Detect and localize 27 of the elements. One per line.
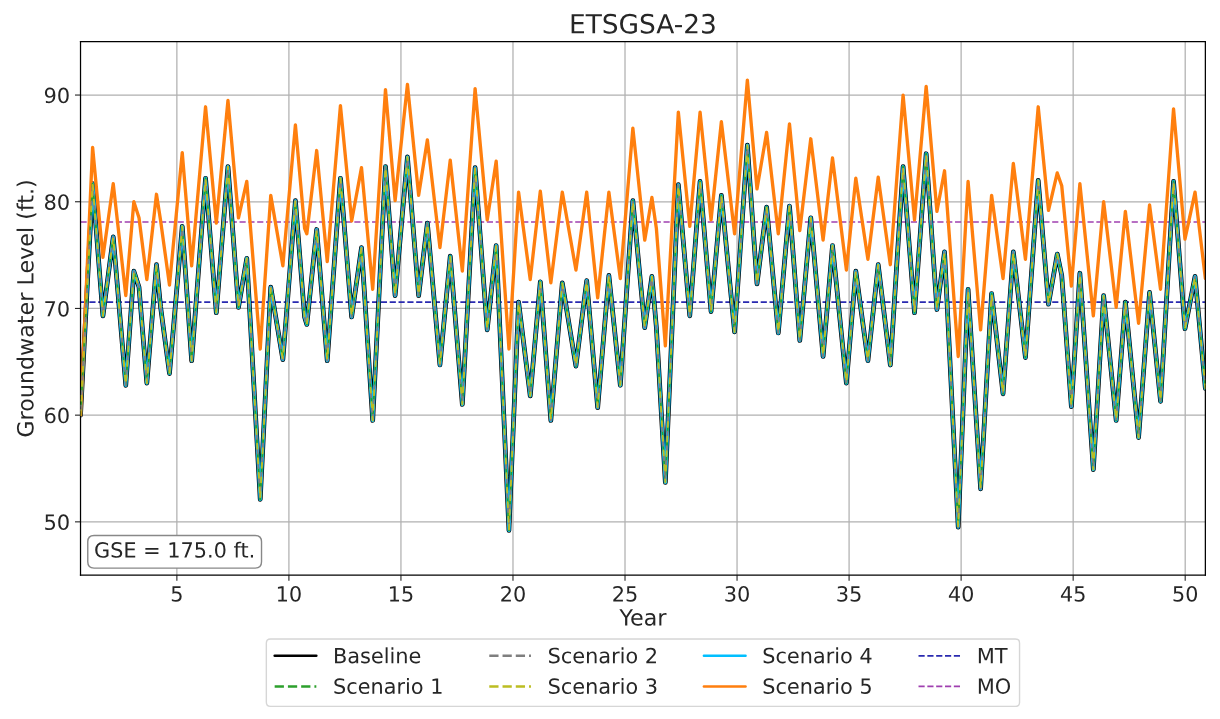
x-axis-title: Year <box>619 609 667 626</box>
y-tick-label: 90 <box>44 87 69 104</box>
legend-label: Scenario 4 <box>763 647 872 664</box>
y-tick-label: 70 <box>45 300 69 317</box>
legend-label: MT <box>978 647 1008 664</box>
y-axis-title: Groundwater Level (ft.) <box>16 181 37 437</box>
x-tick-label: 15 <box>389 586 413 602</box>
x-tick-label: 45 <box>1060 586 1085 602</box>
x-tick-label: 30 <box>725 585 749 602</box>
x-tick-label: 10 <box>277 585 301 602</box>
x-tick-label: 25 <box>613 585 637 602</box>
x-tick-label: 5 <box>171 586 182 602</box>
y-tick-label: 60 <box>45 407 69 424</box>
annotation: GSE = 175.0 ft. <box>95 541 254 558</box>
y-tick-label: 50 <box>45 514 69 531</box>
legend-label: Scenario 5 <box>763 677 871 695</box>
y-tick-label: 80 <box>45 194 69 210</box>
x-tick-label: 50 <box>1173 585 1198 602</box>
legend-label: MO <box>978 678 1011 695</box>
x-tick-label: 40 <box>948 585 973 602</box>
x-tick-label: 20 <box>501 585 525 602</box>
legend-label: Baseline <box>335 647 421 664</box>
legend-label: Scenario 2 <box>548 647 656 664</box>
legend-label: Scenario 3 <box>548 677 657 695</box>
x-tick-label: 35 <box>837 585 861 602</box>
chart-title: ETSGSA-23 <box>571 13 715 34</box>
legend-label: Scenario 1 <box>334 677 442 695</box>
